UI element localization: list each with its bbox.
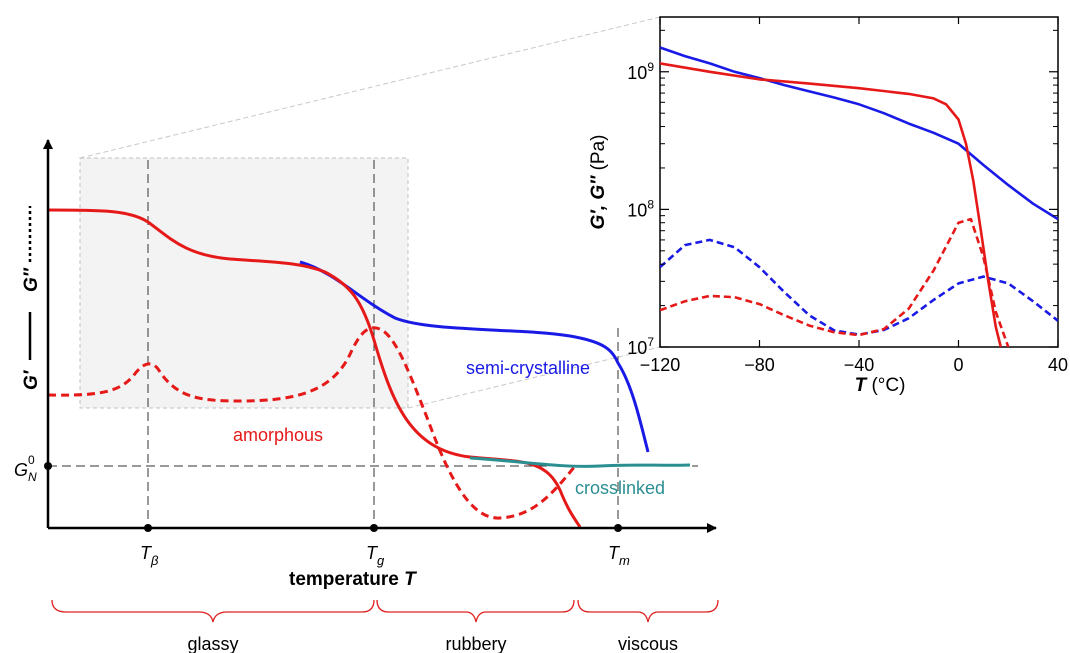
inset-x-label: T (°C) (855, 375, 906, 396)
plateau-label-sup: 0 (28, 453, 35, 467)
y-label-gprime: G′ (21, 369, 42, 390)
inset-axes-group: −120 −80 −40 0 40 107 108 109 (627, 17, 1068, 375)
inset-x-tick-label: −80 (744, 355, 775, 375)
y-axis-legend: G′ G″ (21, 206, 42, 390)
inset-series-blue-dashed (660, 238, 1058, 336)
tick-label-t-beta: Tβ (140, 543, 159, 568)
inset-x-tick-label: −120 (640, 355, 681, 375)
inset-x-tick-label: 40 (1048, 355, 1068, 375)
inset-y-tick-label: 107 (627, 335, 654, 358)
brace-glassy (51, 599, 375, 623)
region-label-viscous: viscous (618, 634, 678, 653)
plateau-dot (44, 462, 52, 470)
zoom-connector-top (79, 16, 661, 159)
amorphous-gprime-curve (47, 208, 582, 528)
inset-series-blue-solid (660, 46, 1058, 221)
label-amorphous: amorphous (233, 425, 323, 445)
inset-x-tick-label: −40 (844, 355, 875, 375)
svg-text:G′, G″ (Pa): G′, G″ (Pa) (588, 135, 609, 230)
region-label-glassy: glassy (187, 634, 238, 653)
tick-label-t-m: Tm (608, 543, 630, 568)
tick-dot-t-beta (144, 524, 152, 532)
brace-rubbery (376, 599, 575, 623)
inset-x-tick-label: 0 (953, 355, 963, 375)
x-axis-label: temperature T (289, 569, 417, 590)
tick-label-t-g: Tg (366, 543, 385, 568)
schematic-plot: Tβ Tg Tm GN 0 temperature T G′ G″ semi-c… (14, 139, 719, 653)
inset-plot: −120 −80 −40 0 40 107 108 109 T (°C) G′, G″ (Pa… (588, 16, 1068, 396)
crosslinked-curve (469, 456, 691, 468)
label-semi-crystalline: semi-crystalline (466, 358, 590, 378)
y-label-gdouble: G″ (21, 267, 42, 292)
plateau-label: GN (14, 460, 37, 484)
amorphous-gdoubleprime-curve (47, 326, 577, 520)
region-label-rubbery: rubbery (445, 634, 506, 653)
inset-y-label: G′, G″ (Pa) (588, 135, 609, 230)
semi-crystalline-curve (299, 260, 650, 453)
tick-dot-t-m (614, 524, 622, 532)
zoom-region (79, 157, 409, 409)
label-crosslinked: crosslinked (575, 478, 665, 498)
inset-series-red-dashed (660, 217, 1010, 347)
inset-series-group (660, 46, 1058, 347)
tick-dot-t-g (370, 524, 378, 532)
brace-viscous (577, 599, 719, 623)
inset-y-tick-label: 108 (627, 197, 654, 220)
inset-series-red-solid (660, 62, 1003, 347)
inset-y-tick-label: 109 (627, 60, 654, 83)
